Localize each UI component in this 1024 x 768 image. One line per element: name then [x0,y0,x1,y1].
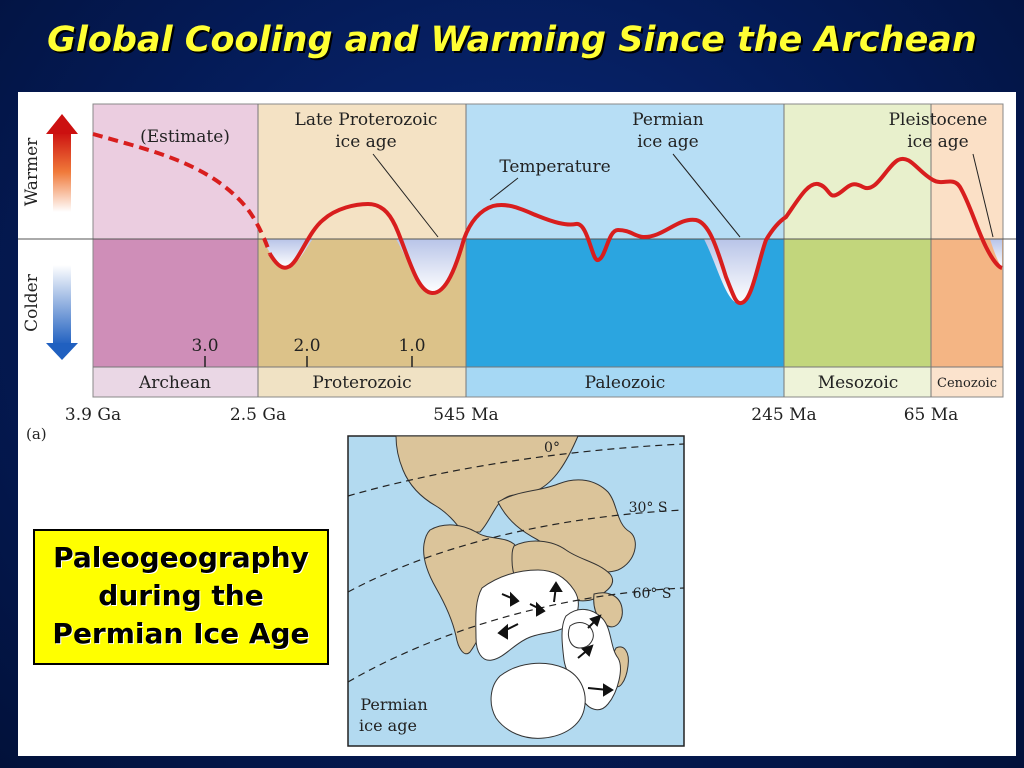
permian-map: 0° 30° S 60° S Permian ice age [347,435,685,747]
warmer-label: Warmer [22,137,42,206]
temperature-chart: Warmer Colder (Estimate) Late Proterozoi… [18,103,1016,747]
eon-archean: Archean [138,373,211,393]
permian-label-2: ice age [637,132,699,152]
eon-strip-proterozoic [258,367,466,397]
permian-label-1: Permian [632,110,704,130]
time-545ma: 545 Ma [433,405,498,425]
map-lat-60: 60° S [633,586,672,602]
map-ice-gondwana [475,569,579,661]
pleistocene-label-2: ice age [907,132,969,152]
callout-line-2: during the [98,579,264,612]
lat-0-line [347,443,685,497]
dip-shade-pleistocene [990,239,1002,268]
map-lat-30: 30° S [629,500,668,516]
time-3-9ga: 3.9 Ga [65,405,121,425]
time-2-5ga: 2.5 Ga [230,405,286,425]
estimate-label: (Estimate) [140,127,230,147]
tick-1-0: 1.0 [398,336,425,356]
chart-frame [92,103,1004,398]
map-ice-small [567,622,594,649]
archean-cold-band [93,239,258,367]
paleozoic-warm-band [466,104,784,239]
permian-pointer [672,153,741,238]
map-label-1: Permian [360,695,427,714]
panel-label: (a) [26,425,47,443]
temperature-pointer [489,177,519,201]
estimate-curve [92,132,272,255]
eon-strip-mesozoic [784,367,931,397]
map-label-2: ice age [359,716,417,735]
tick-2-0: 2.0 [293,336,320,356]
map-ice-antarctic [490,662,586,739]
colder-label: Colder [22,273,42,332]
eon-strip-archean [93,367,258,397]
eon-cenozoic: Cenozoic [937,376,997,391]
mesozoic-warm-band [784,104,931,239]
lat-30-line [347,509,685,593]
late-proterozoic-label-2: ice age [335,132,397,152]
eon-paleozoic: Paleozoic [585,373,666,393]
mesozoic-cold-band [784,239,931,367]
cenozoic-warm-band [931,104,1003,239]
cenozoic-cold-band [931,239,1003,367]
figure-panel: Warmer Colder (Estimate) Late Proterozoi… [18,92,1016,756]
dip-shade-early [262,239,313,267]
time-65ma: 65 Ma [904,405,959,425]
late-proterozoic-pointer [372,153,439,238]
temperature-label: Temperature [499,157,610,177]
late-proterozoic-label-1: Late Proterozoic [295,110,438,130]
paleogeography-callout: Paleogeography during the Permian Ice Ag… [33,529,329,665]
warmer-arrow-shaft [53,132,71,212]
pleistocene-pointer [972,153,994,238]
pleistocene-label-1: Pleistocene [889,110,988,130]
ice-flow-arrows [497,581,614,697]
eon-proterozoic: Proterozoic [312,373,411,393]
slide-title: Global Cooling and Warming Since the Arc… [47,20,977,60]
eon-strip-paleozoic [466,367,784,397]
warmer-arrow-head [46,114,78,134]
temperature-curve [268,156,1003,306]
tick-3-0: 3.0 [191,336,218,356]
time-245ma: 245 Ma [751,405,816,425]
eon-strip-cenozoic [931,367,1003,397]
map-lat-0: 0° [544,440,560,456]
lat-60-line [347,587,685,683]
colder-arrow-shaft [53,265,71,345]
proterozoic-warm-band [258,104,466,239]
callout-line-1: Paleogeography [53,541,309,574]
eon-mesozoic: Mesozoic [818,373,899,393]
archean-warm-band [93,104,258,239]
callout-line-3: Permian Ice Age [52,617,310,650]
colder-arrow-head [46,343,78,360]
